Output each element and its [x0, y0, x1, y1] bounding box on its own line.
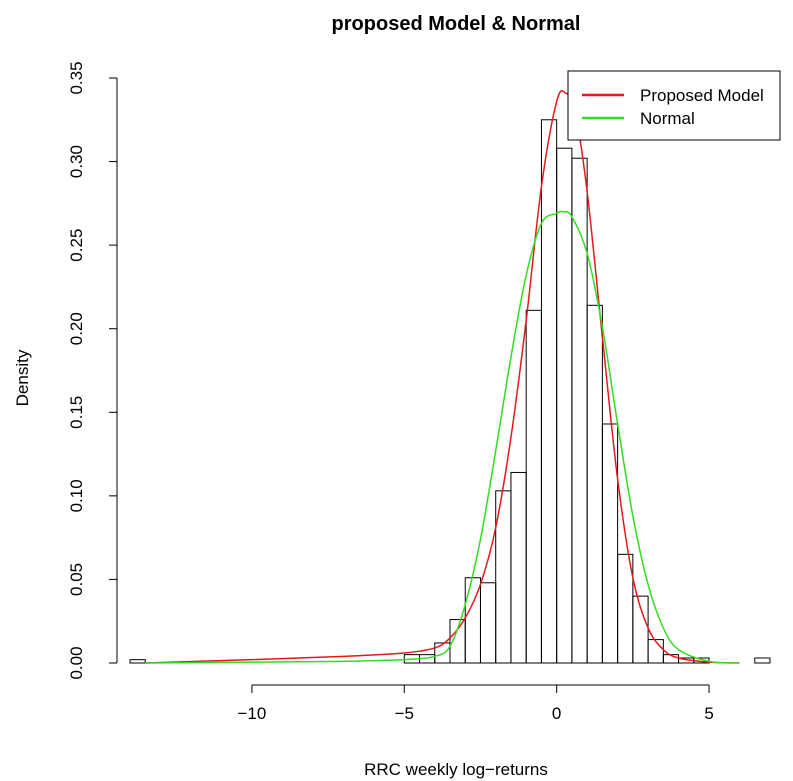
- x-tick-label: −5: [395, 704, 414, 723]
- series-line-normal: [145, 210, 740, 664]
- density-curves: [145, 89, 740, 664]
- x-tick-label: 5: [704, 704, 713, 723]
- x-tick-label: 0: [552, 704, 561, 723]
- y-tick-label: 0.20: [67, 312, 86, 345]
- x-axis: −10 −5 0 5: [237, 684, 714, 723]
- x-axis-label: RRC weekly log−returns: [364, 760, 548, 779]
- y-axis: 0.00 0.05 0.10 0.15 0.20 0.25 0.30 0.35: [67, 61, 118, 680]
- histogram-bars: [129, 119, 771, 664]
- x-tick-label: −10: [237, 704, 266, 723]
- histogram-bar: [571, 157, 588, 664]
- histogram-bar: [601, 423, 619, 664]
- histogram-bar: [434, 642, 451, 664]
- y-tick-label: 0.25: [67, 229, 86, 262]
- histogram-bar: [617, 553, 634, 664]
- y-tick-label: 0.00: [67, 646, 86, 679]
- histogram-bar: [647, 639, 664, 664]
- y-tick-label: 0.35: [67, 61, 86, 94]
- legend: Proposed Model Normal: [567, 70, 781, 141]
- y-tick-label: 0.05: [67, 563, 86, 596]
- y-tick-label: 0.15: [67, 396, 86, 429]
- series-line-proposed-model: [145, 89, 740, 664]
- legend-box: [567, 70, 781, 141]
- y-axis-label: Density: [13, 349, 32, 406]
- y-tick-label: 0.10: [67, 479, 86, 512]
- histogram-bar: [479, 582, 497, 664]
- legend-label-normal: Normal: [640, 109, 695, 128]
- histogram-bar: [754, 657, 771, 664]
- histogram-bar: [129, 659, 146, 664]
- legend-label-proposed-model: Proposed Model: [640, 86, 764, 105]
- histogram-bar: [540, 119, 558, 664]
- histogram-bar: [556, 147, 573, 664]
- histogram-bar: [510, 471, 527, 664]
- histogram-bar: [525, 309, 542, 664]
- histogram-bar: [586, 304, 603, 664]
- chart-title: proposed Model & Normal: [332, 13, 581, 35]
- y-tick-label: 0.30: [67, 145, 86, 178]
